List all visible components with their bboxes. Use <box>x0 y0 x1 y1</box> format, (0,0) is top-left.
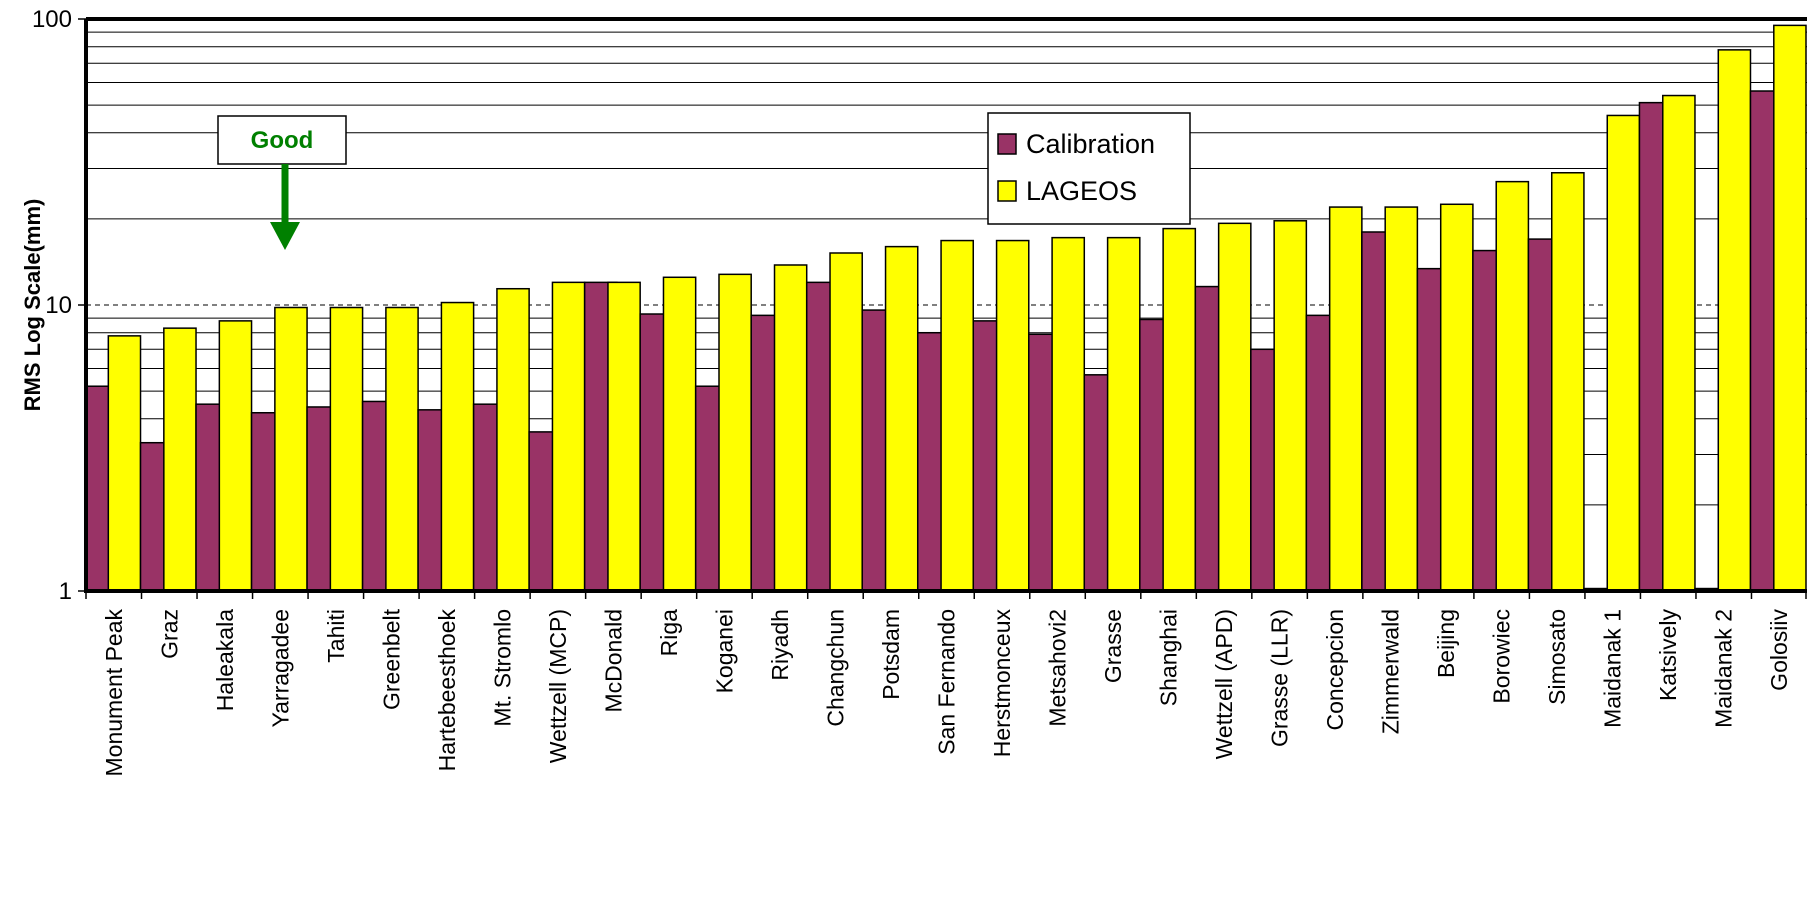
x-tick-label: Koganei <box>711 609 737 693</box>
x-tick-label: Zimmerwald <box>1378 609 1404 734</box>
x-tick-label: Wettzell (APD) <box>1211 609 1237 759</box>
x-tick-label: Greenbelt <box>378 608 404 710</box>
bar-lageos-metsahovi2 <box>1051 236 1086 592</box>
x-tick-label: Changchun <box>822 609 848 727</box>
x-tick-label: McDonald <box>600 609 626 713</box>
x-tick-label: Maidanak 2 <box>1711 609 1737 728</box>
good-arrow-head-icon <box>270 222 300 250</box>
bar-lageos-simosato <box>1550 172 1585 592</box>
legend-label-lageos: LAGEOS <box>1026 176 1137 206</box>
x-tick-label: Mt. Stromlo <box>489 609 515 727</box>
x-tick-label: Wettzell (MCP) <box>545 609 571 763</box>
bar-lageos-maidanak-1 <box>1606 114 1641 592</box>
bar-lageos-beijing <box>1439 203 1474 592</box>
bar-lageos-herstmonceux <box>995 239 1030 592</box>
bar-lageos-riyadh <box>773 264 808 592</box>
bar-lageos-concepcion <box>1328 206 1363 592</box>
bar-lageos-hartebeesthoek <box>440 301 475 592</box>
bar-lageos-grasse <box>1106 236 1141 592</box>
bars <box>84 24 1807 592</box>
bar-lageos-tahiti <box>329 306 364 592</box>
bar-lageos-koganei <box>718 273 752 592</box>
legend: Calibration LAGEOS <box>987 112 1191 225</box>
bar-lageos-changchun <box>829 252 863 592</box>
x-tick-label: Borowiec <box>1489 609 1515 704</box>
legend-swatch-lageos <box>997 180 1017 202</box>
y-tick-label: 1 <box>59 578 72 605</box>
bar-lageos-grasse-llr <box>1273 220 1308 592</box>
y-tick-label: 100 <box>32 6 72 33</box>
x-tick-label: Tahiti <box>323 609 349 663</box>
x-tick-label: San Fernando <box>934 609 960 755</box>
x-tick-label: Hartebeesthoek <box>434 609 460 772</box>
x-tick-label: Golosiiv <box>1766 609 1792 691</box>
x-tick-label: Maidanak 1 <box>1600 609 1626 728</box>
x-tick-label: Monument Peak <box>101 609 127 777</box>
bar-lageos-golosiiv <box>1773 24 1807 592</box>
x-tick-label: Riga <box>656 609 682 657</box>
x-tick-label: Beijing <box>1433 609 1459 678</box>
axes <box>78 17 1807 599</box>
legend-swatch-calibration <box>997 133 1017 155</box>
bar-lageos-greenbelt <box>385 306 419 592</box>
bar-lageos-borowiec <box>1495 180 1530 592</box>
x-tick-label: Grasse <box>1100 609 1126 683</box>
bar-lageos-wettzell-mcp <box>551 281 586 592</box>
bar-lageos-zimmerwald <box>1384 206 1419 592</box>
x-tick-label: Yarragadee <box>267 609 293 728</box>
x-tick-label: Riyadh <box>767 609 793 681</box>
x-tick-label: Katsively <box>1655 609 1681 702</box>
y-tick-labels: 1 10 100 <box>32 6 72 605</box>
x-tick-label: Herstmonceux <box>989 609 1015 758</box>
bar-lageos-mcdonald <box>607 281 641 592</box>
bar-lageos-yarragadee <box>274 306 308 592</box>
x-tick-label: Metsahovi2 <box>1045 609 1071 727</box>
bar-lageos-shanghai <box>1162 227 1197 592</box>
legend-label-calibration: Calibration <box>1026 129 1155 159</box>
x-tick-label: Grasse (LLR) <box>1267 609 1293 747</box>
y-axis-title: RMS Log Scale(mm) <box>20 199 45 412</box>
x-tick-label: Shanghai <box>1156 609 1182 706</box>
bar-lageos-monument-peak <box>107 335 142 592</box>
x-tick-label: Concepcion <box>1322 609 1348 730</box>
good-label: Good <box>251 127 314 154</box>
bar-lageos-graz <box>163 327 197 592</box>
x-tick-label: Graz <box>156 609 182 659</box>
good-annotation: Good <box>217 115 347 250</box>
x-category-labels: Monument Peak Graz Haleakala Yarragadee Tahi… <box>101 608 1792 776</box>
bar-lageos-maidanak-2 <box>1717 49 1752 592</box>
x-tick-label: Haleakala <box>212 609 238 711</box>
bar-lageos-riga <box>662 276 697 592</box>
legend-box <box>987 112 1191 225</box>
bar-lageos-katsively <box>1662 94 1696 592</box>
bar-lageos-san-fernando <box>940 239 975 592</box>
bar-lageos-wettzell-apd <box>1217 222 1252 592</box>
y-tick-label: 10 <box>45 292 72 319</box>
x-tick-label: Simosato <box>1544 609 1570 705</box>
x-tick-label: Potsdam <box>878 609 904 700</box>
bar-lageos-potsdam <box>884 245 919 592</box>
bar-lageos-mt-stromlo <box>496 287 530 592</box>
bar-lageos-haleakala <box>218 320 253 592</box>
